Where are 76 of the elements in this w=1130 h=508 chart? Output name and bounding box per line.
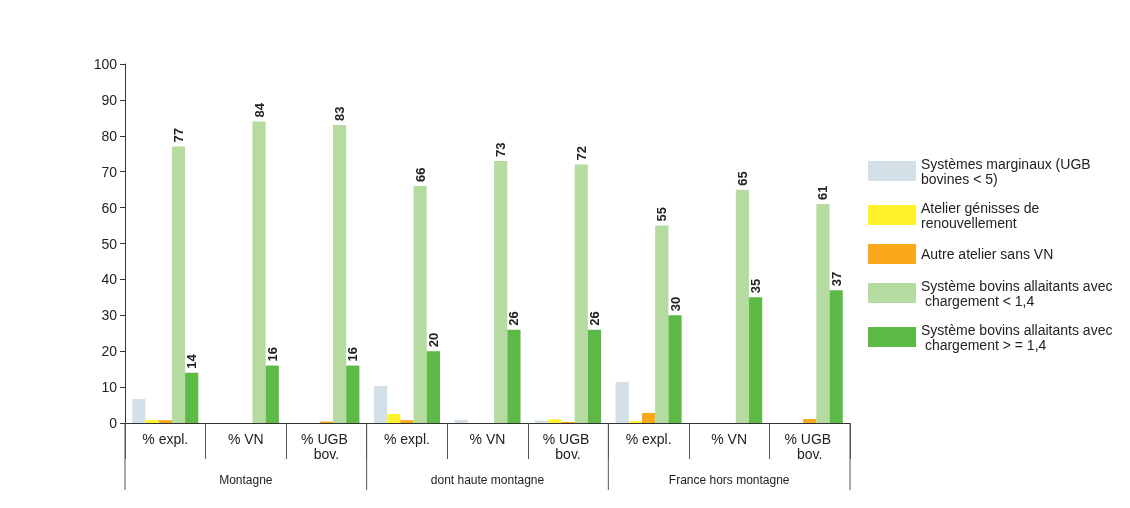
y-tick-label: 10 bbox=[101, 379, 118, 396]
data-label: 16 bbox=[264, 347, 280, 362]
bar bbox=[587, 329, 602, 423]
bar bbox=[132, 398, 146, 423]
bar bbox=[803, 419, 817, 423]
bar bbox=[735, 189, 749, 423]
text: Montagne bbox=[219, 473, 273, 487]
bar bbox=[426, 351, 440, 423]
bar bbox=[145, 420, 159, 423]
bar bbox=[668, 315, 682, 423]
bar bbox=[387, 414, 401, 423]
y-tick-label: 80 bbox=[101, 127, 118, 144]
bar bbox=[171, 146, 186, 423]
bar bbox=[494, 160, 508, 423]
y-tick-label: 90 bbox=[101, 91, 118, 108]
y-tick-label: 100 bbox=[93, 56, 118, 72]
bar bbox=[413, 186, 427, 423]
bar bbox=[252, 121, 266, 423]
data-label: 16 bbox=[345, 347, 361, 362]
y-tick-label: 50 bbox=[101, 235, 118, 252]
x-tick-label: % expl. bbox=[625, 430, 672, 447]
bar bbox=[158, 420, 172, 423]
bar bbox=[454, 419, 468, 423]
bar bbox=[507, 329, 521, 423]
data-label: 26 bbox=[586, 311, 602, 326]
data-label: 84 bbox=[251, 102, 267, 118]
bar bbox=[829, 290, 843, 423]
bar bbox=[373, 386, 388, 423]
text: France hors montagne bbox=[668, 473, 790, 487]
x-tick-label: % UGB bov. bbox=[542, 430, 594, 462]
data-label: 14 bbox=[184, 353, 200, 369]
bar bbox=[615, 382, 629, 423]
legend-label: Autre atelier sans VN bbox=[921, 246, 1054, 262]
data-label: 73 bbox=[493, 142, 509, 157]
bar bbox=[655, 225, 669, 423]
legend-label: Atelier génisses de renouvellement bbox=[921, 199, 1044, 231]
bar bbox=[185, 372, 199, 423]
text: dont haute montagne bbox=[430, 473, 545, 487]
data-label: 30 bbox=[667, 296, 683, 312]
data-label: 55 bbox=[654, 207, 670, 222]
legend-label: Système bovins allaitants avec chargement < 1,4 bbox=[921, 277, 1113, 309]
data-label: 37 bbox=[828, 271, 844, 287]
y-tick-label: 0 bbox=[109, 415, 118, 431]
data-label: 65 bbox=[734, 171, 750, 186]
data-label: 35 bbox=[748, 278, 764, 294]
bar bbox=[400, 420, 414, 423]
bar bbox=[346, 365, 360, 423]
data-label: 26 bbox=[506, 311, 522, 326]
bar bbox=[548, 419, 562, 423]
bar bbox=[535, 420, 549, 423]
data-label: 77 bbox=[170, 128, 186, 143]
x-tick-label: % VN bbox=[469, 430, 506, 447]
data-label: 72 bbox=[573, 146, 589, 161]
x-tick-label: % VN bbox=[227, 430, 264, 447]
bar bbox=[265, 365, 279, 423]
x-tick-label: % UGB bov. bbox=[301, 430, 352, 462]
data-label: 61 bbox=[815, 185, 831, 201]
y-tick-label: 70 bbox=[101, 163, 118, 180]
y-tick-label: 40 bbox=[101, 271, 118, 288]
x-tick-label: % VN bbox=[711, 430, 748, 447]
y-tick-label: 60 bbox=[101, 199, 118, 216]
legend-label: Systèmes marginaux (UGB bovines < 5) bbox=[921, 155, 1095, 187]
legend-label: Système bovins allaitants avec chargement > = 1,4 bbox=[921, 321, 1113, 353]
x-tick-label: % UGB bov. bbox=[784, 430, 836, 462]
y-tick-label: 30 bbox=[101, 307, 118, 324]
bar bbox=[574, 164, 588, 423]
x-tick-label: % expl. bbox=[142, 430, 189, 447]
bar bbox=[332, 125, 347, 423]
data-label: 83 bbox=[332, 106, 348, 122]
bar bbox=[748, 297, 763, 423]
data-label: 66 bbox=[412, 167, 428, 183]
bar bbox=[816, 204, 830, 423]
x-tick-label: % expl. bbox=[383, 430, 430, 447]
bar bbox=[642, 412, 656, 423]
data-label: 20 bbox=[425, 332, 441, 348]
y-tick-label: 20 bbox=[101, 343, 118, 360]
